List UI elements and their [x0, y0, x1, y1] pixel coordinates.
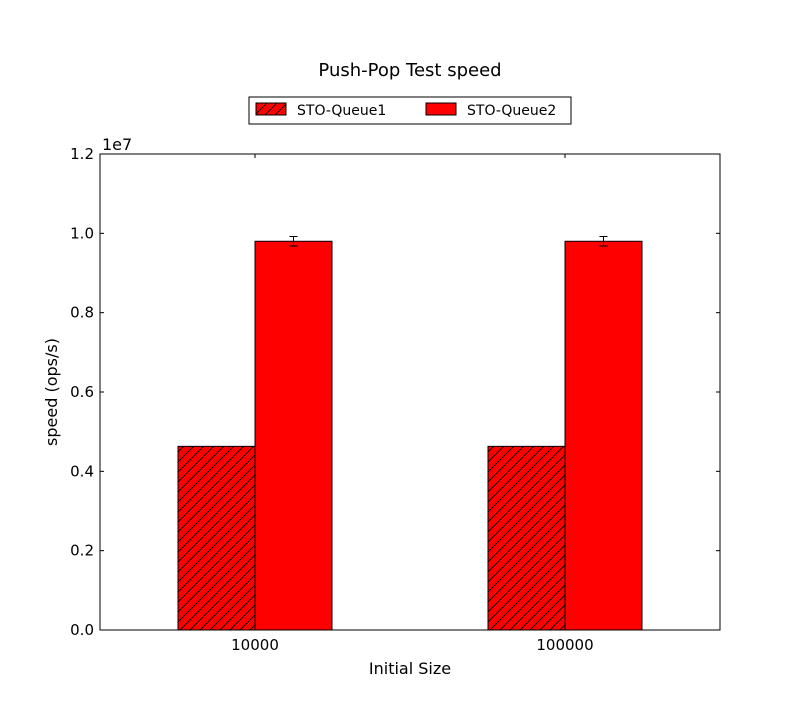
y-tick-label: 0.6	[70, 383, 94, 401]
chart-title: Push-Pop Test speed	[318, 60, 501, 81]
x-tick-label: 100000	[536, 636, 593, 654]
bar-sto-queue1-100000	[487, 445, 566, 631]
errorbars-group	[289, 236, 608, 247]
legend: STO-Queue1 STO-Queue2	[248, 96, 572, 125]
x-tick-label: 10000	[231, 636, 279, 654]
bars-group	[177, 240, 643, 631]
y-tick-label: 0.2	[70, 542, 94, 560]
y-tick-label: 0.8	[70, 304, 94, 322]
x-axis-label: Initial Size	[369, 659, 451, 678]
bar-sto-queue2-10000	[254, 240, 333, 631]
bar-sto-queue1-10000	[177, 445, 256, 631]
y-tick-label: 0.0	[70, 621, 94, 639]
legend-frame	[248, 96, 572, 125]
ticks-group: 0.0 0.2 0.4 0.6 0.8 1.0 1.2 10000 100000	[70, 145, 720, 654]
bar-sto-queue2-100000	[564, 240, 643, 631]
y-tick-label: 1.2	[70, 145, 94, 163]
legend-swatch-sto-queue2	[425, 102, 457, 116]
y-tick-label: 0.4	[70, 462, 94, 480]
legend-label-sto-queue2: STO-Queue2	[467, 103, 556, 119]
legend-label-sto-queue1: STO-Queue1	[297, 103, 386, 119]
y-offset-label: 1e7	[102, 135, 132, 154]
legend-swatch-sto-queue1	[255, 102, 287, 116]
y-tick-label: 1.0	[70, 224, 94, 242]
y-axis-label: speed (ops/s)	[42, 338, 61, 446]
